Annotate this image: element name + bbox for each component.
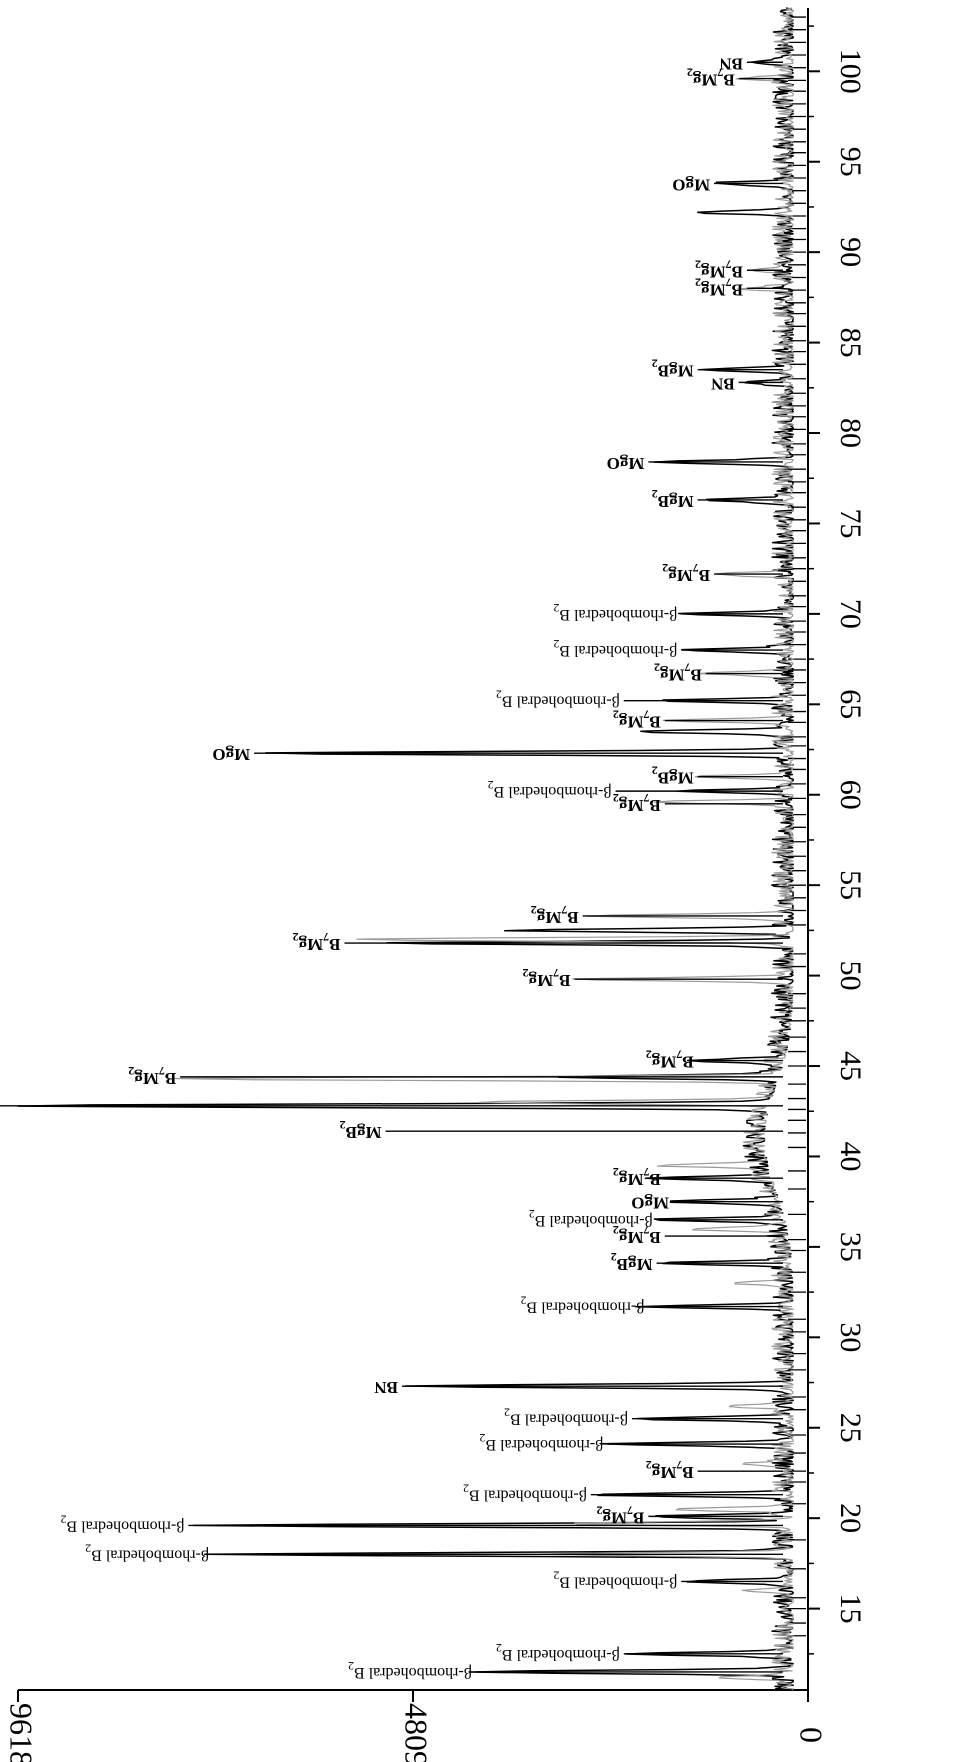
- annotation-label: β-rhombohedral B2: [504, 1406, 628, 1428]
- annotation-label: BN: [374, 1378, 398, 1397]
- annotation-label: B7Mg2: [523, 966, 571, 990]
- annotation-label: B7Mg2: [596, 1504, 644, 1528]
- annotation-label: β-rhombohedral B2: [520, 1294, 644, 1316]
- x-tick-label: 65: [834, 689, 867, 719]
- annotation-label: β-rhombohedral B2: [479, 1431, 603, 1453]
- annotation-label: B7Mg2: [613, 1223, 661, 1247]
- x-tick-label: 80: [834, 418, 867, 448]
- x-tick-label: 30: [834, 1322, 867, 1352]
- y-tick-label: 9618: [4, 1703, 40, 1762]
- y-tick-label: 0: [794, 1727, 830, 1743]
- x-tick-label: 90: [834, 237, 867, 267]
- annotation-label: B7Mg2: [613, 1165, 661, 1189]
- x-tick-label: 100: [834, 49, 867, 94]
- x-tick-label: 45: [834, 1051, 867, 1081]
- x-tick-label: 50: [834, 961, 867, 991]
- annotation-label: MgO: [672, 176, 710, 195]
- annotation-label: β-rhombohedral B2: [496, 1641, 620, 1663]
- annotation-label: MgB2: [652, 764, 694, 788]
- x-tick-label: 20: [834, 1503, 867, 1533]
- chart-series-group: [17, 7, 794, 1691]
- x-tick-label: 70: [834, 599, 867, 629]
- annotation-label: MgB2: [611, 1250, 653, 1274]
- annotation-label: B7Mg2: [687, 66, 735, 90]
- annotation-label: β-rhombohedral B2: [488, 778, 612, 800]
- annotation-label: B7Mg2: [293, 930, 341, 954]
- annotation-label: MgO: [631, 1194, 669, 1213]
- annotation-label: B7Mg2: [646, 1458, 694, 1482]
- peak-annotations: β-rhombohedral B2 β-rhombohedral B2 β-rhom…: [0, 54, 783, 1681]
- annotation-label: B7Mg2: [646, 1048, 694, 1072]
- annotation-label: MgB2: [340, 1118, 382, 1142]
- series-line: [17, 7, 794, 1691]
- x-tick-label: 25: [834, 1413, 867, 1443]
- annotation-label: β-rhombohedral B2: [496, 688, 620, 710]
- x-tick-label: 40: [834, 1141, 867, 1171]
- x-tick-label: 35: [834, 1232, 867, 1262]
- annotation-label: β-rhombohedral B2: [553, 637, 677, 659]
- x-tick-label: 85: [834, 328, 867, 358]
- annotation-label: β-rhombohedral B2: [529, 1207, 653, 1229]
- annotation-label: B7Mg2: [654, 661, 702, 685]
- annotation-label: β-rhombohedral B2: [463, 1482, 587, 1504]
- annotation-label: B7Mg2: [613, 791, 661, 815]
- x-tick-label: 60: [834, 780, 867, 810]
- annotation-label: β-rhombohedral B2: [348, 1659, 472, 1681]
- tick-labels: 15 20 25 30 35 40 45 50 55 60 65 70 75 80 85 90 95 100 0 48…: [4, 25, 867, 1762]
- annotation-label: BN: [710, 374, 734, 393]
- annotation-label: β-rhombohedral B2: [553, 601, 677, 623]
- annotation-label: β-rhombohedral B2: [61, 1513, 185, 1535]
- annotation-label: MgB2: [652, 487, 694, 511]
- annotation-label: MgO: [607, 454, 645, 473]
- chart-axes: [18, 8, 809, 1691]
- annotation-label: B7Mg2: [662, 561, 710, 585]
- x-tick-label: 95: [834, 147, 867, 177]
- annotation-label: B7Mg2: [613, 708, 661, 732]
- x-tick-label: 75: [834, 508, 867, 538]
- annotation-label: β-rhombohedral B2: [85, 1542, 209, 1564]
- annotation-label: B7Mg2: [695, 257, 743, 281]
- annotation-label: β-rhombohedral B2: [553, 1569, 677, 1591]
- annotation-label: BN: [719, 54, 743, 73]
- annotation-label: B7Mg2: [531, 903, 579, 927]
- x-tick-label: 55: [834, 870, 867, 900]
- y-tick-label: 4809: [399, 1703, 435, 1762]
- annotation-label: B7Mg2: [128, 1064, 176, 1088]
- annotation-label: B7Mg2: [695, 276, 743, 300]
- annotation-label: MgB2: [652, 357, 694, 381]
- annotation-label: MgO: [212, 745, 250, 764]
- x-tick-label: 15: [834, 1594, 867, 1624]
